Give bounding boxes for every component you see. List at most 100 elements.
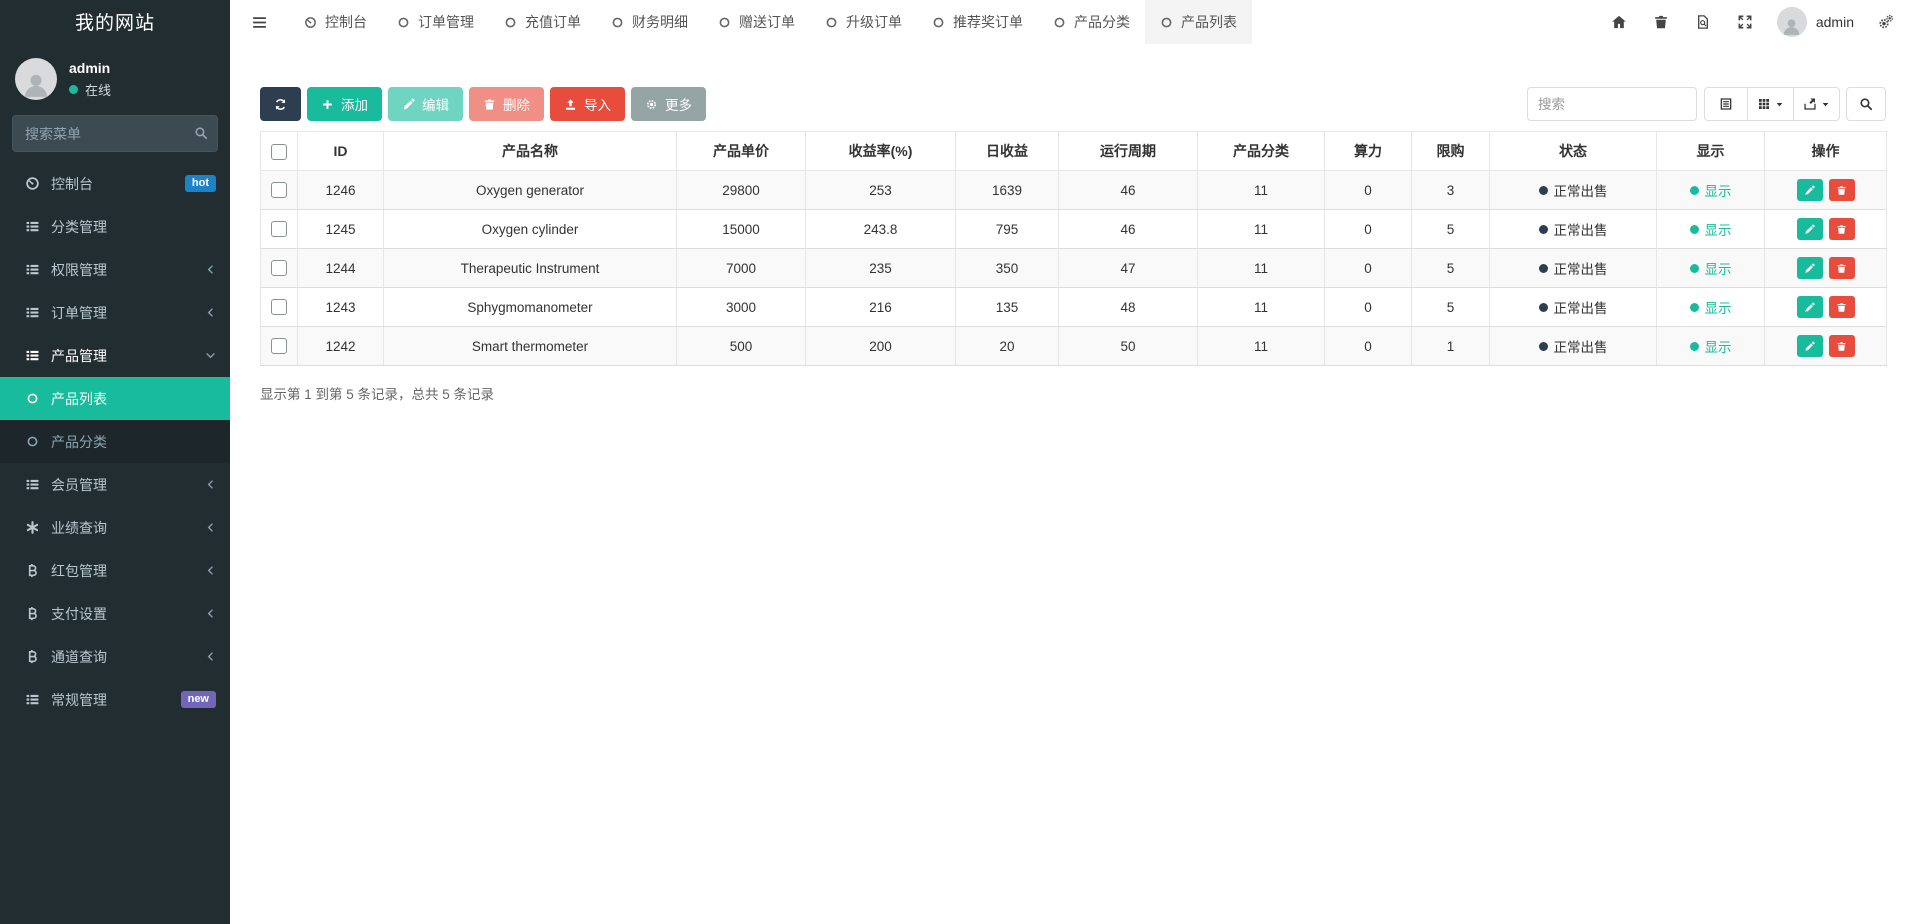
column-header: ID	[297, 131, 384, 171]
import-button[interactable]: 导入	[550, 87, 625, 121]
circle-icon	[825, 16, 838, 29]
sidebar-item-member-mgmt[interactable]: 会员管理	[0, 463, 230, 506]
tab-order-mgmt[interactable]: 订单管理	[382, 0, 489, 44]
delete-row-button[interactable]	[1828, 335, 1855, 357]
status-value: 正常出售	[1538, 258, 1608, 278]
edit-row-button[interactable]	[1796, 257, 1823, 279]
clear-trash-button[interactable]	[1640, 0, 1682, 44]
status-dot	[1538, 263, 1548, 273]
edit-button: 编辑	[388, 87, 463, 121]
display-dot	[1689, 341, 1699, 351]
tab-gift-orders[interactable]: 赠送订单	[703, 0, 810, 44]
edit-row-button[interactable]	[1796, 296, 1823, 318]
sidebar-item-performance-query[interactable]: 业绩查询	[0, 506, 230, 549]
settings-button[interactable]	[1865, 0, 1907, 44]
edit-row-button[interactable]	[1796, 335, 1823, 357]
search-button[interactable]	[1846, 87, 1886, 121]
sidebar-item-product-list[interactable]: 产品列表	[0, 377, 230, 420]
tab-upgrade-orders[interactable]: 升级订单	[810, 0, 917, 44]
delete-row-button[interactable]	[1828, 257, 1855, 279]
sidebar-item-label: 会员管理	[51, 476, 107, 493]
cell-status: 正常出售	[1489, 287, 1657, 327]
clear-cache-button[interactable]	[1682, 0, 1724, 44]
cell-limit: 5	[1411, 248, 1490, 288]
row-checkbox[interactable]	[271, 338, 287, 355]
cell-daily: 20	[955, 326, 1059, 366]
status-label: 正常出售	[1553, 262, 1608, 277]
caret-down-icon	[1775, 100, 1784, 109]
refresh-button[interactable]	[260, 87, 301, 121]
fullscreen-button[interactable]	[1724, 0, 1766, 44]
tab-referral-orders[interactable]: 推荐奖订单	[917, 0, 1038, 44]
edit-row-button[interactable]	[1796, 179, 1823, 201]
more-button[interactable]: 更多	[631, 87, 706, 121]
trash-icon	[1836, 224, 1847, 235]
row-checkbox[interactable]	[271, 221, 287, 238]
cell-limit: 5	[1411, 209, 1490, 249]
trash-icon	[1653, 14, 1669, 30]
display-label: 显示	[1704, 184, 1732, 199]
cell-power: 0	[1324, 170, 1412, 210]
pencil-icon	[1804, 302, 1815, 313]
cell-display: 显示	[1656, 287, 1765, 327]
navbar-icon-group	[1598, 0, 1766, 44]
tab-finance-detail[interactable]: 财务明细	[596, 0, 703, 44]
table-search-input[interactable]	[1527, 87, 1697, 121]
hamburger-icon	[251, 14, 268, 31]
sidebar-item-dashboard[interactable]: 控制台 hot	[0, 162, 230, 205]
tab-recharge-orders[interactable]: 充值订单	[489, 0, 596, 44]
sidebar-item-product-category[interactable]: 产品分类	[0, 420, 230, 463]
export-button[interactable]	[1793, 87, 1840, 121]
detail-view-button[interactable]	[1704, 87, 1748, 121]
sidebar-item-payment-settings[interactable]: 支付设置	[0, 592, 230, 635]
sidebar-item-channel-query[interactable]: 通道查询	[0, 635, 230, 678]
delete-row-button[interactable]	[1828, 218, 1855, 240]
sidebar-item-general-mgmt[interactable]: 常规管理 new	[0, 678, 230, 721]
display-dot	[1689, 302, 1699, 312]
delete-row-button[interactable]	[1828, 296, 1855, 318]
menu-toggle-button[interactable]	[230, 0, 289, 44]
sidebar-item-order-mgmt[interactable]: 订单管理	[0, 291, 230, 334]
baht-icon	[24, 563, 41, 578]
columns-button[interactable]	[1747, 87, 1794, 121]
cell-display: 显示	[1656, 170, 1765, 210]
delete-row-button[interactable]	[1828, 179, 1855, 201]
sidebar-item-label: 业绩查询	[51, 519, 107, 536]
cell-limit: 3	[1411, 170, 1490, 210]
sidebar-search-input[interactable]	[12, 115, 218, 152]
trash-icon	[483, 98, 496, 111]
top-navbar: 控制台 订单管理 充值订单 财务明细 赠送订单 升级订单 推荐奖订单 产品分类 产品列表 adm…	[230, 0, 1919, 45]
display-value: 显示	[1689, 258, 1732, 278]
status-label: 正常出售	[1553, 184, 1608, 199]
cell-select	[260, 209, 298, 249]
edit-row-button[interactable]	[1796, 218, 1823, 240]
tab-product-category[interactable]: 产品分类	[1038, 0, 1145, 44]
row-checkbox[interactable]	[271, 182, 287, 199]
user-menu[interactable]: admin	[1766, 7, 1865, 37]
tab-dashboard[interactable]: 控制台	[289, 0, 382, 44]
add-button[interactable]: 添加	[307, 87, 382, 121]
button-label: 删除	[503, 98, 530, 113]
sidebar-item-category-mgmt[interactable]: 分类管理	[0, 205, 230, 248]
select-all-checkbox[interactable]	[271, 143, 287, 160]
list-icon	[24, 305, 41, 320]
sidebar-item-permission-mgmt[interactable]: 权限管理	[0, 248, 230, 291]
cell-rate: 216	[805, 287, 956, 327]
sidebar-item-redpacket-mgmt[interactable]: 红包管理	[0, 549, 230, 592]
display-label: 显示	[1704, 262, 1732, 277]
cell-price: 7000	[676, 248, 806, 288]
row-checkbox[interactable]	[271, 299, 287, 316]
home-button[interactable]	[1598, 0, 1640, 44]
cell-status: 正常出售	[1489, 170, 1657, 210]
cell-category: 11	[1197, 170, 1325, 210]
cell-id: 1246	[297, 170, 384, 210]
column-header: 运行周期	[1058, 131, 1198, 171]
cell-actions	[1764, 170, 1887, 210]
table-row: 1246 Oxygen generator 29800 253 1639 46 11 0 3 正常…	[260, 170, 1887, 210]
column-header: 收益率(%)	[805, 131, 956, 171]
row-checkbox[interactable]	[271, 260, 287, 277]
tab-product-list[interactable]: 产品列表	[1145, 0, 1252, 44]
display-dot	[1689, 263, 1699, 273]
sidebar: 我的网站 admin 在线 控制台 hot 分类管理权限管理订单管理产品管理产品列表…	[0, 0, 230, 924]
sidebar-item-product-mgmt[interactable]: 产品管理	[0, 334, 230, 377]
